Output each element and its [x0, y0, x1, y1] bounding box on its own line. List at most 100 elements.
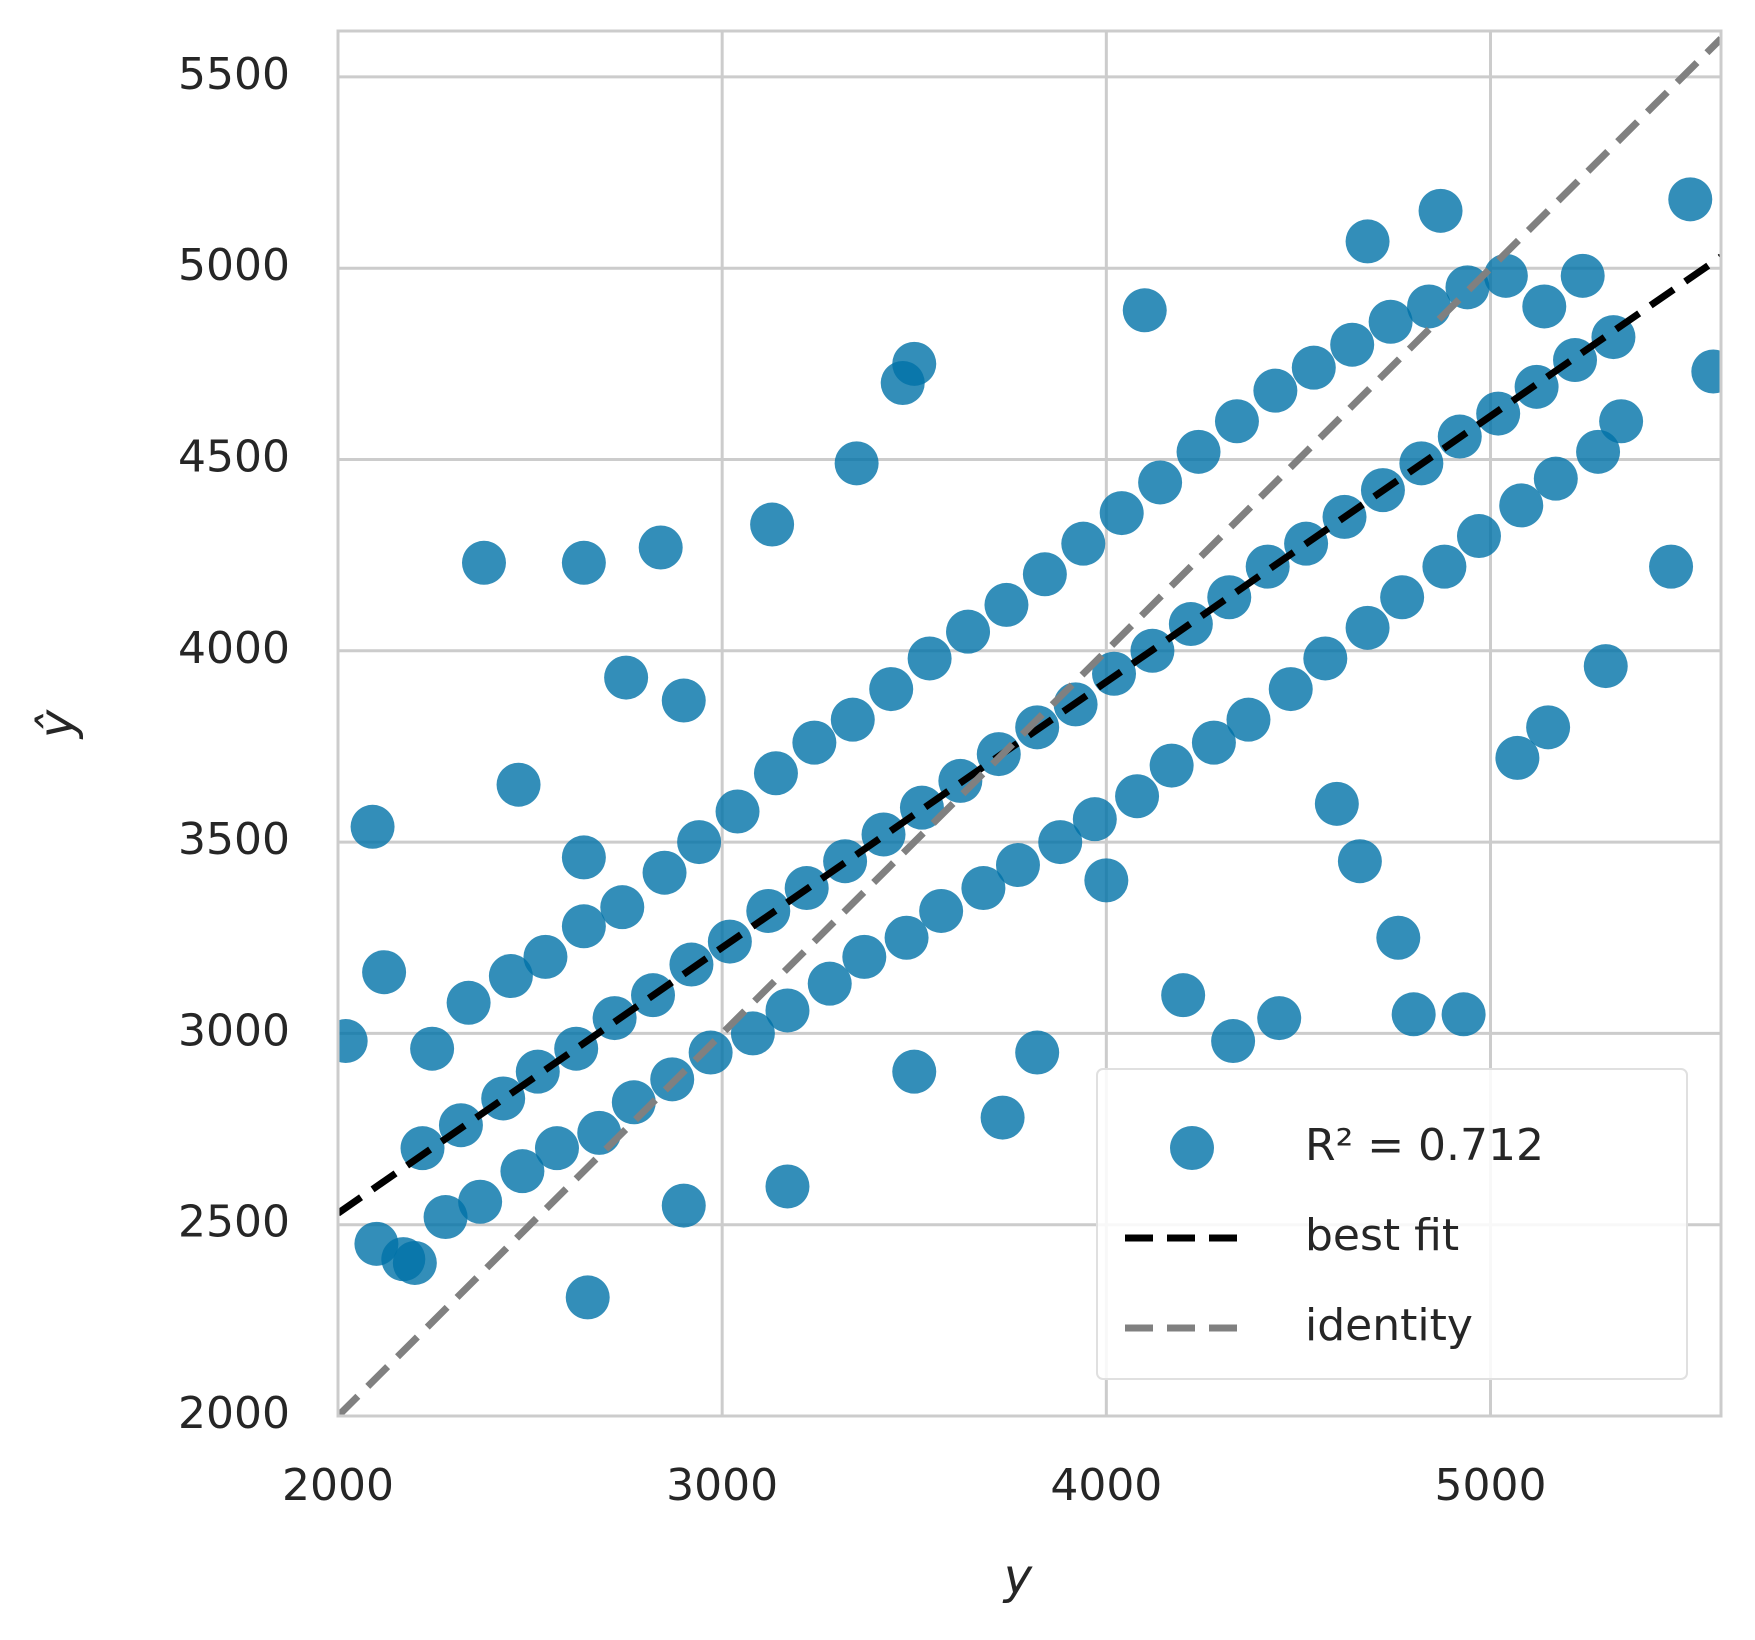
- scatter-point: [642, 850, 687, 895]
- scatter-point: [458, 1179, 503, 1224]
- plot-frame: [336, 29, 1723, 1418]
- scatter-point: [1314, 781, 1359, 826]
- scatter-point: [1253, 368, 1298, 413]
- scatter-point: [554, 1026, 599, 1071]
- scatter-point: [1015, 1030, 1060, 1075]
- scatter-point: [500, 1149, 545, 1194]
- scatter-point: [1376, 915, 1421, 960]
- scatter-point: [1176, 429, 1221, 474]
- scatter-point: [1214, 399, 1259, 444]
- x-tick-label: 3000: [666, 1460, 778, 1511]
- scatter-point: [496, 762, 541, 807]
- marks: [338, 36, 1721, 1416]
- legend-label: R² = 0.712: [1305, 1120, 1544, 1171]
- scatter-point: [1038, 820, 1083, 865]
- y-tick-label: 2000: [178, 1388, 290, 1439]
- x-axis-label: y: [1002, 1549, 1033, 1605]
- scatter-point: [1122, 288, 1167, 333]
- scatter-point: [984, 582, 1029, 627]
- scatter-point: [1407, 284, 1452, 329]
- y-tick-label: 5500: [178, 49, 290, 100]
- scatter-point: [661, 678, 706, 723]
- scatter-point: [1191, 720, 1236, 765]
- scatter-point: [919, 888, 964, 933]
- scatter-point: [1099, 491, 1144, 536]
- scatter-point: [1391, 992, 1436, 1037]
- scatter-point: [1668, 177, 1713, 222]
- y-tick-label: 4000: [178, 623, 290, 674]
- scatter-point: [1483, 253, 1528, 298]
- scatter-point: [381, 1237, 426, 1282]
- y-tick-label: 2500: [178, 1197, 290, 1248]
- scatter-point: [892, 341, 937, 386]
- scatter-point: [1337, 839, 1382, 884]
- y-axis-label: ŷ: [29, 709, 85, 740]
- scatter-point: [892, 1049, 937, 1094]
- scatter-point: [1526, 705, 1571, 750]
- scatter-point: [1149, 743, 1194, 788]
- scatter-point: [461, 540, 506, 585]
- scatter-point: [410, 1026, 455, 1071]
- scatter-point: [765, 988, 810, 1033]
- scatter-point: [1072, 797, 1117, 842]
- scatter-point: [1161, 973, 1206, 1018]
- scatter-point: [423, 1195, 468, 1240]
- scatter-point: [1061, 521, 1106, 566]
- legend-label: identity: [1305, 1300, 1473, 1351]
- scatter-point: [1560, 253, 1605, 298]
- scatter-point: [792, 720, 837, 765]
- scatter-point: [1576, 429, 1621, 474]
- scatter-point: [1441, 992, 1486, 1037]
- scatter-point: [1268, 667, 1313, 712]
- scatter-point: [1257, 996, 1302, 1041]
- scatter-point: [638, 525, 683, 570]
- scatter-point: [1533, 456, 1578, 501]
- scatter-point: [1368, 299, 1413, 344]
- legend: R² = 0.712 best fit identity: [1096, 1068, 1688, 1380]
- scatter-point: [1291, 345, 1336, 390]
- scatter-point: [561, 835, 606, 880]
- scatter-point: [523, 934, 568, 979]
- scatter-point: [1345, 219, 1390, 264]
- scatter-point: [688, 1030, 733, 1075]
- scatter-point: [1226, 697, 1271, 742]
- scatter-point: [661, 1183, 706, 1228]
- legend-box: [1096, 1068, 1688, 1380]
- scatter-point: [961, 866, 1006, 911]
- scatter-point: [1115, 774, 1160, 819]
- scatter-point: [1599, 399, 1644, 444]
- scatter-point: [488, 954, 533, 999]
- scatter-point: [446, 980, 491, 1025]
- scatter-point: [577, 1110, 622, 1155]
- scatter-point: [600, 885, 645, 930]
- scatter-point: [842, 934, 887, 979]
- y-tick-label: 3000: [178, 1005, 290, 1056]
- scatter-point: [1330, 322, 1375, 367]
- scatter-point: [1456, 514, 1501, 559]
- scatter-point: [534, 1126, 579, 1171]
- scatter-point: [753, 751, 798, 796]
- scatter-point: [604, 655, 649, 700]
- scatter-point: [807, 961, 852, 1006]
- scatter-point: [884, 915, 929, 960]
- scatter-point: [869, 667, 914, 712]
- x-tick-label: 5000: [1435, 1460, 1547, 1511]
- scatter-point: [715, 789, 760, 834]
- scatter-point: [1583, 644, 1628, 689]
- line: [338, 253, 1721, 1217]
- scatter-point: [830, 697, 875, 742]
- scatter-point: [561, 540, 606, 585]
- scatter-point: [1022, 552, 1067, 597]
- scatter-point: [946, 609, 991, 654]
- scatter-point: [995, 843, 1040, 888]
- scatter-point: [1207, 575, 1252, 620]
- line: [338, 36, 1721, 1416]
- scatter-point: [338, 1019, 368, 1064]
- legend-label: best fit: [1305, 1210, 1459, 1261]
- scatter-point: [1380, 575, 1425, 620]
- x-tick-label: 2000: [282, 1460, 394, 1511]
- scatter-point: [1211, 1019, 1256, 1064]
- scatter-point: [1522, 284, 1567, 329]
